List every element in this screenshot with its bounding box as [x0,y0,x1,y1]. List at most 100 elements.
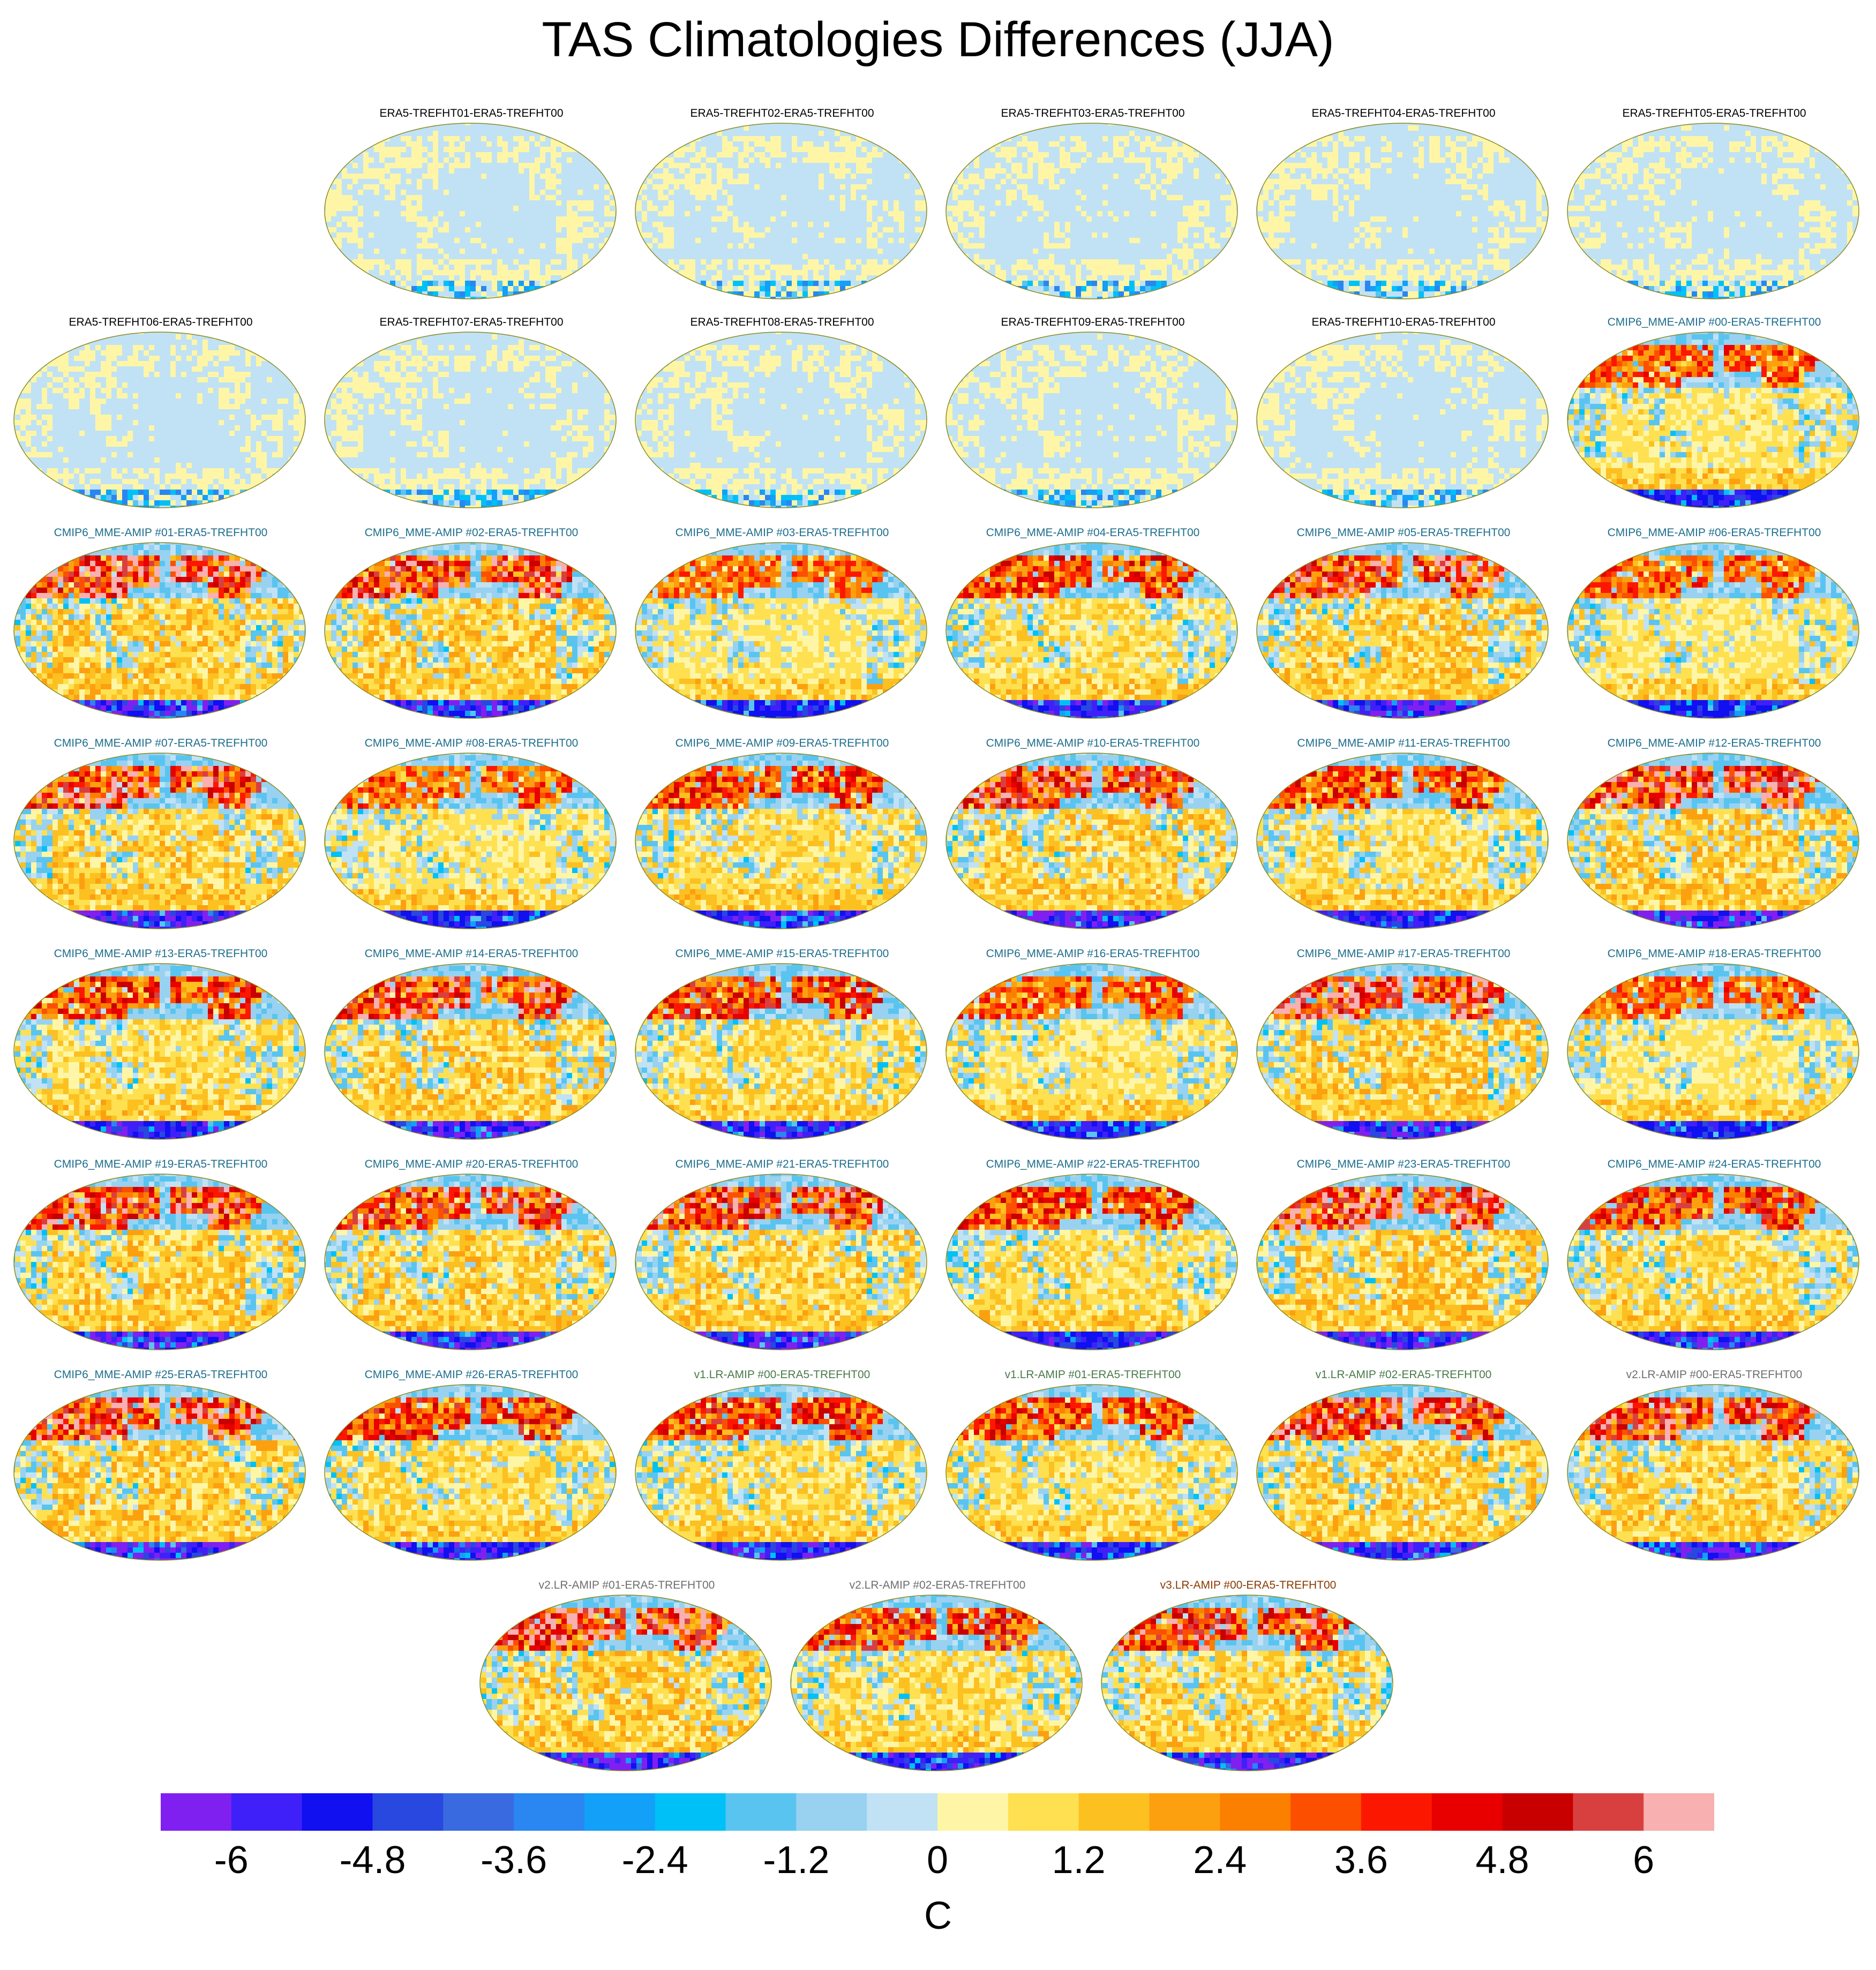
map-panel: ERA5-TREFHT05-ERA5-TREFHT00 [1559,107,1870,317]
colorbar-swatch [1573,1793,1644,1831]
panel-title: CMIP6_MME-AMIP #16-ERA5-TREFHT00 [937,948,1248,960]
map-panel: CMIP6_MME-AMIP #13-ERA5-TREFHT00 [5,948,316,1157]
panel-title: CMIP6_MME-AMIP #10-ERA5-TREFHT00 [937,737,1248,750]
panel-title: CMIP6_MME-AMIP #01-ERA5-TREFHT00 [5,527,316,539]
map-field [1252,960,1552,1142]
map-panel: CMIP6_MME-AMIP #25-ERA5-TREFHT00 [5,1369,316,1578]
panel-title: ERA5-TREFHT03-ERA5-TREFHT00 [937,107,1248,120]
map-field [1563,1381,1863,1563]
colorbar-tick-label: -1.2 [763,1838,829,1882]
map-field [942,960,1242,1142]
map-field [631,329,931,511]
panel-title: v1.LR-AMIP #01-ERA5-TREFHT00 [937,1369,1248,1381]
panel-title: v3.LR-AMIP #00-ERA5-TREFHT00 [1093,1579,1404,1592]
map-panel: v2.LR-AMIP #01-ERA5-TREFHT00 [471,1579,782,1789]
colorbar-swatch [1149,1793,1220,1831]
map-panel: v1.LR-AMIP #02-ERA5-TREFHT00 [1248,1369,1559,1578]
map-field [1563,1171,1863,1353]
panel-title: CMIP6_MME-AMIP #24-ERA5-TREFHT00 [1559,1158,1870,1171]
colorbar-swatch [1503,1793,1573,1831]
map-panel: CMIP6_MME-AMIP #06-ERA5-TREFHT00 [1559,527,1870,736]
colorbar-swatch [514,1793,584,1831]
map-panel: ERA5-TREFHT08-ERA5-TREFHT00 [627,316,937,526]
map-field [10,539,310,721]
map-field [942,539,1242,721]
map-panel: v2.LR-AMIP #00-ERA5-TREFHT00 [1559,1369,1870,1578]
map-panel: CMIP6_MME-AMIP #23-ERA5-TREFHT00 [1248,1158,1559,1368]
map-field [476,1592,776,1774]
colorbar-swatch [443,1793,514,1831]
panel-title: CMIP6_MME-AMIP #11-ERA5-TREFHT00 [1248,737,1559,750]
colorbar-swatch [796,1793,867,1831]
map-field [320,120,620,302]
map-field [786,1592,1086,1774]
map-panel: CMIP6_MME-AMIP #04-ERA5-TREFHT00 [937,527,1248,736]
map-field [942,1381,1242,1563]
colorbar-swatch [1644,1793,1714,1831]
panel-title: v1.LR-AMIP #02-ERA5-TREFHT00 [1248,1369,1559,1381]
colorbar-tick-label: 3.6 [1334,1838,1388,1882]
map-field [942,329,1242,511]
panel-title: CMIP6_MME-AMIP #13-ERA5-TREFHT00 [5,948,316,960]
map-panel: CMIP6_MME-AMIP #08-ERA5-TREFHT00 [316,737,627,947]
colorbar-swatch [302,1793,373,1831]
map-panel: CMIP6_MME-AMIP #07-ERA5-TREFHT00 [5,737,316,947]
panel-title: CMIP6_MME-AMIP #18-ERA5-TREFHT00 [1559,948,1870,960]
panel-title: CMIP6_MME-AMIP #12-ERA5-TREFHT00 [1559,737,1870,750]
panel-title: CMIP6_MME-AMIP #02-ERA5-TREFHT00 [316,527,627,539]
map-field [10,750,310,932]
panel-title: ERA5-TREFHT07-ERA5-TREFHT00 [316,316,627,329]
colorbar-swatch [1220,1793,1290,1831]
map-field [1563,329,1863,511]
map-field [1252,329,1552,511]
panel-title: CMIP6_MME-AMIP #26-ERA5-TREFHT00 [316,1369,627,1381]
map-panel: CMIP6_MME-AMIP #00-ERA5-TREFHT00 [1559,316,1870,526]
map-panel: CMIP6_MME-AMIP #21-ERA5-TREFHT00 [627,1158,937,1368]
panel-title: ERA5-TREFHT01-ERA5-TREFHT00 [316,107,627,120]
panel-title: CMIP6_MME-AMIP #21-ERA5-TREFHT00 [627,1158,937,1171]
panel-title: CMIP6_MME-AMIP #04-ERA5-TREFHT00 [937,527,1248,539]
map-panel: ERA5-TREFHT04-ERA5-TREFHT00 [1248,107,1559,317]
colorbar-swatch [584,1793,655,1831]
panel-title: CMIP6_MME-AMIP #00-ERA5-TREFHT00 [1559,316,1870,329]
map-panel: ERA5-TREFHT02-ERA5-TREFHT00 [627,107,937,317]
panel-title: ERA5-TREFHT02-ERA5-TREFHT00 [627,107,937,120]
map-panel: CMIP6_MME-AMIP #22-ERA5-TREFHT00 [937,1158,1248,1368]
map-panel: CMIP6_MME-AMIP #17-ERA5-TREFHT00 [1248,948,1559,1157]
map-panel: v1.LR-AMIP #01-ERA5-TREFHT00 [937,1369,1248,1578]
panel-title: ERA5-TREFHT09-ERA5-TREFHT00 [937,316,1248,329]
panel-title: v1.LR-AMIP #00-ERA5-TREFHT00 [627,1369,937,1381]
panel-title: ERA5-TREFHT05-ERA5-TREFHT00 [1559,107,1870,120]
colorbar-tick-label: 6 [1633,1838,1654,1882]
map-field [1252,750,1552,932]
map-panel: CMIP6_MME-AMIP #14-ERA5-TREFHT00 [316,948,627,1157]
map-panel: CMIP6_MME-AMIP #05-ERA5-TREFHT00 [1248,527,1559,736]
map-panel: ERA5-TREFHT03-ERA5-TREFHT00 [937,107,1248,317]
map-panel: ERA5-TREFHT10-ERA5-TREFHT00 [1248,316,1559,526]
colorbar [161,1793,1714,1831]
panel-title: CMIP6_MME-AMIP #17-ERA5-TREFHT00 [1248,948,1559,960]
map-panel: CMIP6_MME-AMIP #16-ERA5-TREFHT00 [937,948,1248,1157]
colorbar-swatch [867,1793,937,1831]
colorbar-tick-label: -6 [214,1838,249,1882]
panel-grid: ERA5-TREFHT01-ERA5-TREFHT00 ERA5-TREFHT02… [0,0,1876,1768]
map-field [631,1381,931,1563]
map-panel: CMIP6_MME-AMIP #26-ERA5-TREFHT00 [316,1369,627,1578]
colorbar-tick-label: 2.4 [1193,1838,1247,1882]
map-field [10,1381,310,1563]
map-field [1252,120,1552,302]
map-panel: ERA5-TREFHT01-ERA5-TREFHT00 [316,107,627,317]
map-field [942,120,1242,302]
colorbar-tick-label: 1.2 [1052,1838,1106,1882]
map-field [631,539,931,721]
map-field [1097,1592,1397,1774]
map-field [631,120,931,302]
panel-title: CMIP6_MME-AMIP #14-ERA5-TREFHT00 [316,948,627,960]
panel-title: CMIP6_MME-AMIP #22-ERA5-TREFHT00 [937,1158,1248,1171]
map-field [320,750,620,932]
panel-title: v2.LR-AMIP #00-ERA5-TREFHT00 [1559,1369,1870,1381]
colorbar-tick-label: 0 [927,1838,948,1882]
colorbar-swatch [231,1793,302,1831]
panel-title: CMIP6_MME-AMIP #08-ERA5-TREFHT00 [316,737,627,750]
colorbar-swatch [1008,1793,1079,1831]
